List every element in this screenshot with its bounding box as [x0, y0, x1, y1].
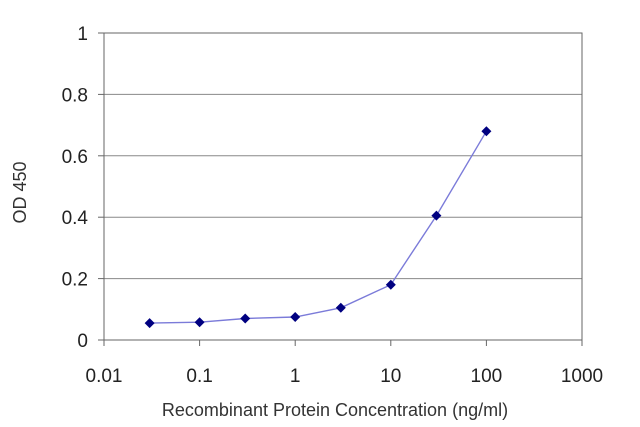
data-point [144, 318, 155, 329]
x-tick-label: 100 [471, 366, 503, 387]
data-point [290, 311, 301, 322]
y-tick-label: 0 [77, 331, 88, 352]
series-line [149, 130, 488, 324]
data-markers [144, 126, 492, 329]
y-axis-ticks: 0 0.2 0.4 0.6 0.8 1 [62, 24, 104, 352]
y-tick-label: 0.8 [62, 85, 88, 106]
data-point [481, 126, 492, 137]
y-tick-label: 0.2 [62, 270, 88, 291]
data-point [385, 279, 396, 290]
data-point [431, 210, 442, 221]
plot-area-frame [103, 32, 583, 341]
y-tick-label: 0.4 [62, 208, 89, 229]
x-axis-ticks: 0.01 0.1 1 10 100 1000 [86, 340, 603, 387]
y-tick-label: 1 [77, 24, 88, 45]
y-axis-title: OD 450 [10, 161, 30, 223]
x-axis-title: Recombinant Protein Concentration (ng/ml… [162, 400, 508, 420]
data-point [240, 313, 251, 324]
data-point [194, 317, 205, 328]
x-tick-label: 0.01 [86, 366, 123, 387]
x-tick-label: 1000 [561, 366, 603, 387]
y-tick-label: 0.6 [62, 147, 88, 168]
x-tick-label: 1 [290, 366, 301, 387]
data-point [335, 302, 346, 313]
grid-lines [104, 93, 582, 280]
x-tick-label: 0.1 [186, 366, 212, 387]
x-tick-label: 10 [380, 366, 401, 387]
